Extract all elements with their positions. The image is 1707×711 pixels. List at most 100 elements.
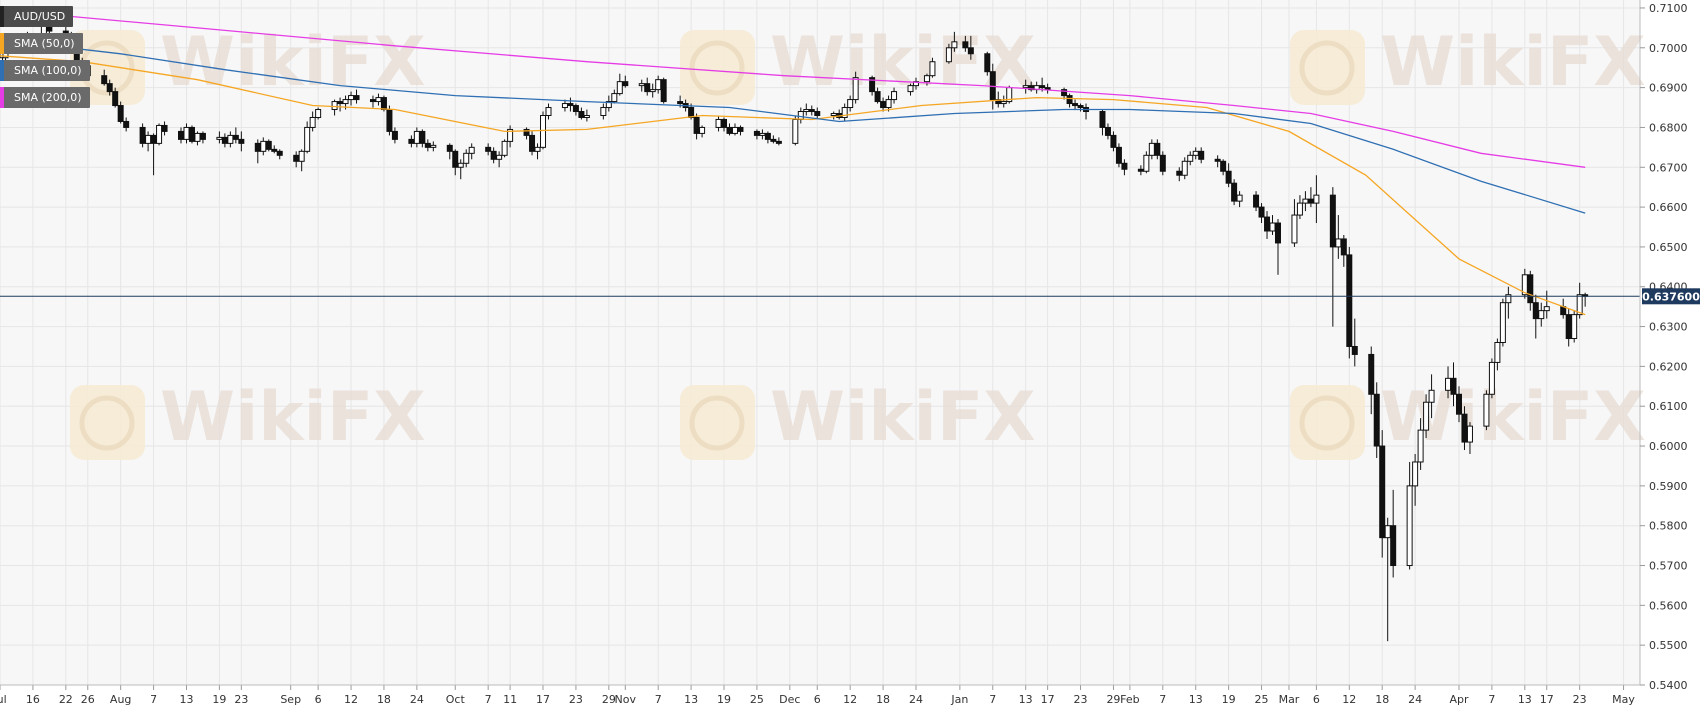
candle-body bbox=[721, 118, 728, 128]
candle-body bbox=[874, 91, 881, 103]
x-tick-label: 24 bbox=[410, 693, 424, 706]
x-tick-label: 13 bbox=[1019, 693, 1033, 706]
candle-body bbox=[912, 81, 919, 87]
x-tick-label: 12 bbox=[344, 693, 358, 706]
candle-body bbox=[885, 99, 892, 109]
candle-body bbox=[1253, 194, 1260, 208]
candle-body bbox=[688, 107, 695, 118]
candle-body bbox=[485, 146, 492, 152]
candle-body bbox=[1488, 361, 1495, 395]
candle-body bbox=[309, 116, 316, 128]
grid-lines bbox=[0, 0, 1640, 686]
candle-body bbox=[1351, 345, 1358, 355]
candle-body bbox=[0, 57, 3, 63]
y-axis: 0.7100 0.7000 0.6900 0.6800 0.6700 0.6600 0.65… bbox=[1640, 2, 1688, 692]
candle-body bbox=[265, 140, 272, 150]
candle-body bbox=[540, 114, 547, 148]
x-tick-label: Jul bbox=[0, 693, 7, 706]
x-tick-label: 6 bbox=[315, 693, 322, 706]
candle-body bbox=[507, 128, 514, 142]
y-tick-label: 0.5700 bbox=[1649, 560, 1688, 573]
candle-body bbox=[1565, 314, 1572, 340]
candle-body bbox=[1384, 525, 1391, 539]
candle-body bbox=[731, 126, 738, 134]
candle-body bbox=[260, 140, 267, 152]
candle-body bbox=[353, 95, 360, 101]
candle-body bbox=[797, 111, 804, 120]
x-tick-label: 7 bbox=[655, 693, 662, 706]
candle-body bbox=[112, 91, 119, 107]
candle-body bbox=[1576, 294, 1583, 316]
x-tick-label: May bbox=[1612, 693, 1635, 706]
candlesticks bbox=[0, 15, 1589, 642]
sma50-line bbox=[0, 55, 1586, 316]
candle-body bbox=[1532, 302, 1539, 320]
candle-body bbox=[1236, 194, 1243, 202]
candle-body bbox=[891, 91, 898, 101]
y-tick-label: 0.6200 bbox=[1649, 360, 1688, 373]
legend-sma100[interactable]: SMA (100,0) bbox=[0, 60, 90, 81]
candle-body bbox=[315, 109, 322, 118]
x-tick-label: 6 bbox=[1313, 693, 1320, 706]
candle-body bbox=[380, 97, 387, 111]
legend-symbol-swatch bbox=[0, 6, 4, 27]
legend-symbol[interactable]: AUD/USD bbox=[0, 6, 74, 27]
candle-body bbox=[523, 128, 530, 136]
candle-body bbox=[221, 136, 228, 144]
candle-body bbox=[331, 101, 338, 111]
candle-body bbox=[605, 101, 612, 109]
candle-body bbox=[600, 107, 607, 116]
candle-body bbox=[561, 103, 568, 109]
watermark-text: WikiFX bbox=[770, 23, 1036, 102]
candle-body bbox=[106, 83, 113, 93]
candle-body bbox=[1329, 194, 1336, 248]
candle-body bbox=[194, 132, 201, 142]
candle-body bbox=[611, 93, 618, 103]
candle-body bbox=[1373, 393, 1380, 447]
candle-body bbox=[644, 83, 651, 93]
x-tick-label: 18 bbox=[377, 693, 391, 706]
candle-body bbox=[1181, 160, 1188, 176]
legend-sma50[interactable]: SMA (50,0) bbox=[0, 33, 83, 54]
candle-body bbox=[923, 75, 930, 83]
y-tick-label: 0.7000 bbox=[1649, 42, 1688, 55]
plot-area bbox=[0, 0, 1640, 685]
candle-body bbox=[419, 130, 426, 144]
candle-body bbox=[951, 41, 958, 49]
x-tick-label: 13 bbox=[1518, 693, 1532, 706]
x-tick-label: 16 bbox=[26, 693, 40, 706]
candle-body bbox=[814, 111, 821, 116]
candle-body bbox=[1225, 170, 1232, 184]
candle-body bbox=[1000, 101, 1007, 105]
candle-body bbox=[1390, 525, 1397, 567]
candle-body bbox=[1335, 238, 1342, 248]
candle-body bbox=[529, 134, 536, 152]
legend-sma200[interactable]: SMA (200,0) bbox=[0, 87, 90, 108]
candle-body bbox=[304, 126, 311, 152]
candle-body bbox=[1538, 310, 1545, 320]
candle-body bbox=[1198, 150, 1205, 160]
candle-body bbox=[1176, 170, 1183, 176]
x-tick-label: Apr bbox=[1449, 693, 1469, 706]
candle-body bbox=[660, 79, 667, 103]
candle-body bbox=[276, 150, 283, 156]
legend-sma100-swatch bbox=[0, 60, 4, 81]
candle-body bbox=[1340, 238, 1347, 256]
candle-body bbox=[1417, 429, 1424, 463]
candle-body bbox=[1066, 95, 1073, 105]
x-tick-label: 18 bbox=[1375, 693, 1389, 706]
candle-body bbox=[145, 134, 152, 144]
candle-body bbox=[852, 77, 859, 101]
candle-body bbox=[693, 116, 700, 134]
candle-body bbox=[123, 120, 130, 128]
x-tick-label: 25 bbox=[750, 693, 764, 706]
candle-body bbox=[161, 124, 168, 132]
candle-body bbox=[1499, 302, 1506, 343]
candle-body bbox=[238, 138, 245, 144]
candle-body bbox=[463, 152, 470, 164]
x-tick-label: 13 bbox=[179, 693, 193, 706]
candle-body bbox=[183, 126, 190, 140]
candle-body bbox=[1406, 485, 1413, 567]
